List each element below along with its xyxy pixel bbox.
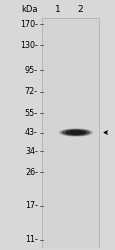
Text: 34-: 34- [25, 146, 38, 156]
Ellipse shape [68, 131, 83, 134]
Text: 17-: 17- [25, 201, 38, 210]
Text: kDa: kDa [21, 5, 38, 14]
Ellipse shape [64, 130, 86, 135]
Ellipse shape [59, 128, 92, 136]
Text: 130-: 130- [20, 41, 38, 50]
Text: 95-: 95- [25, 66, 38, 74]
Bar [42, 18, 98, 247]
Text: 2: 2 [77, 5, 82, 14]
Text: 1: 1 [55, 5, 60, 14]
Text: 11-: 11- [25, 236, 38, 244]
Text: 55-: 55- [25, 108, 38, 118]
Text: 170-: 170- [20, 20, 38, 29]
Text: 43-: 43- [25, 128, 38, 137]
Ellipse shape [61, 129, 89, 136]
Text: 26-: 26- [25, 168, 38, 177]
Text: 72-: 72- [25, 88, 38, 96]
